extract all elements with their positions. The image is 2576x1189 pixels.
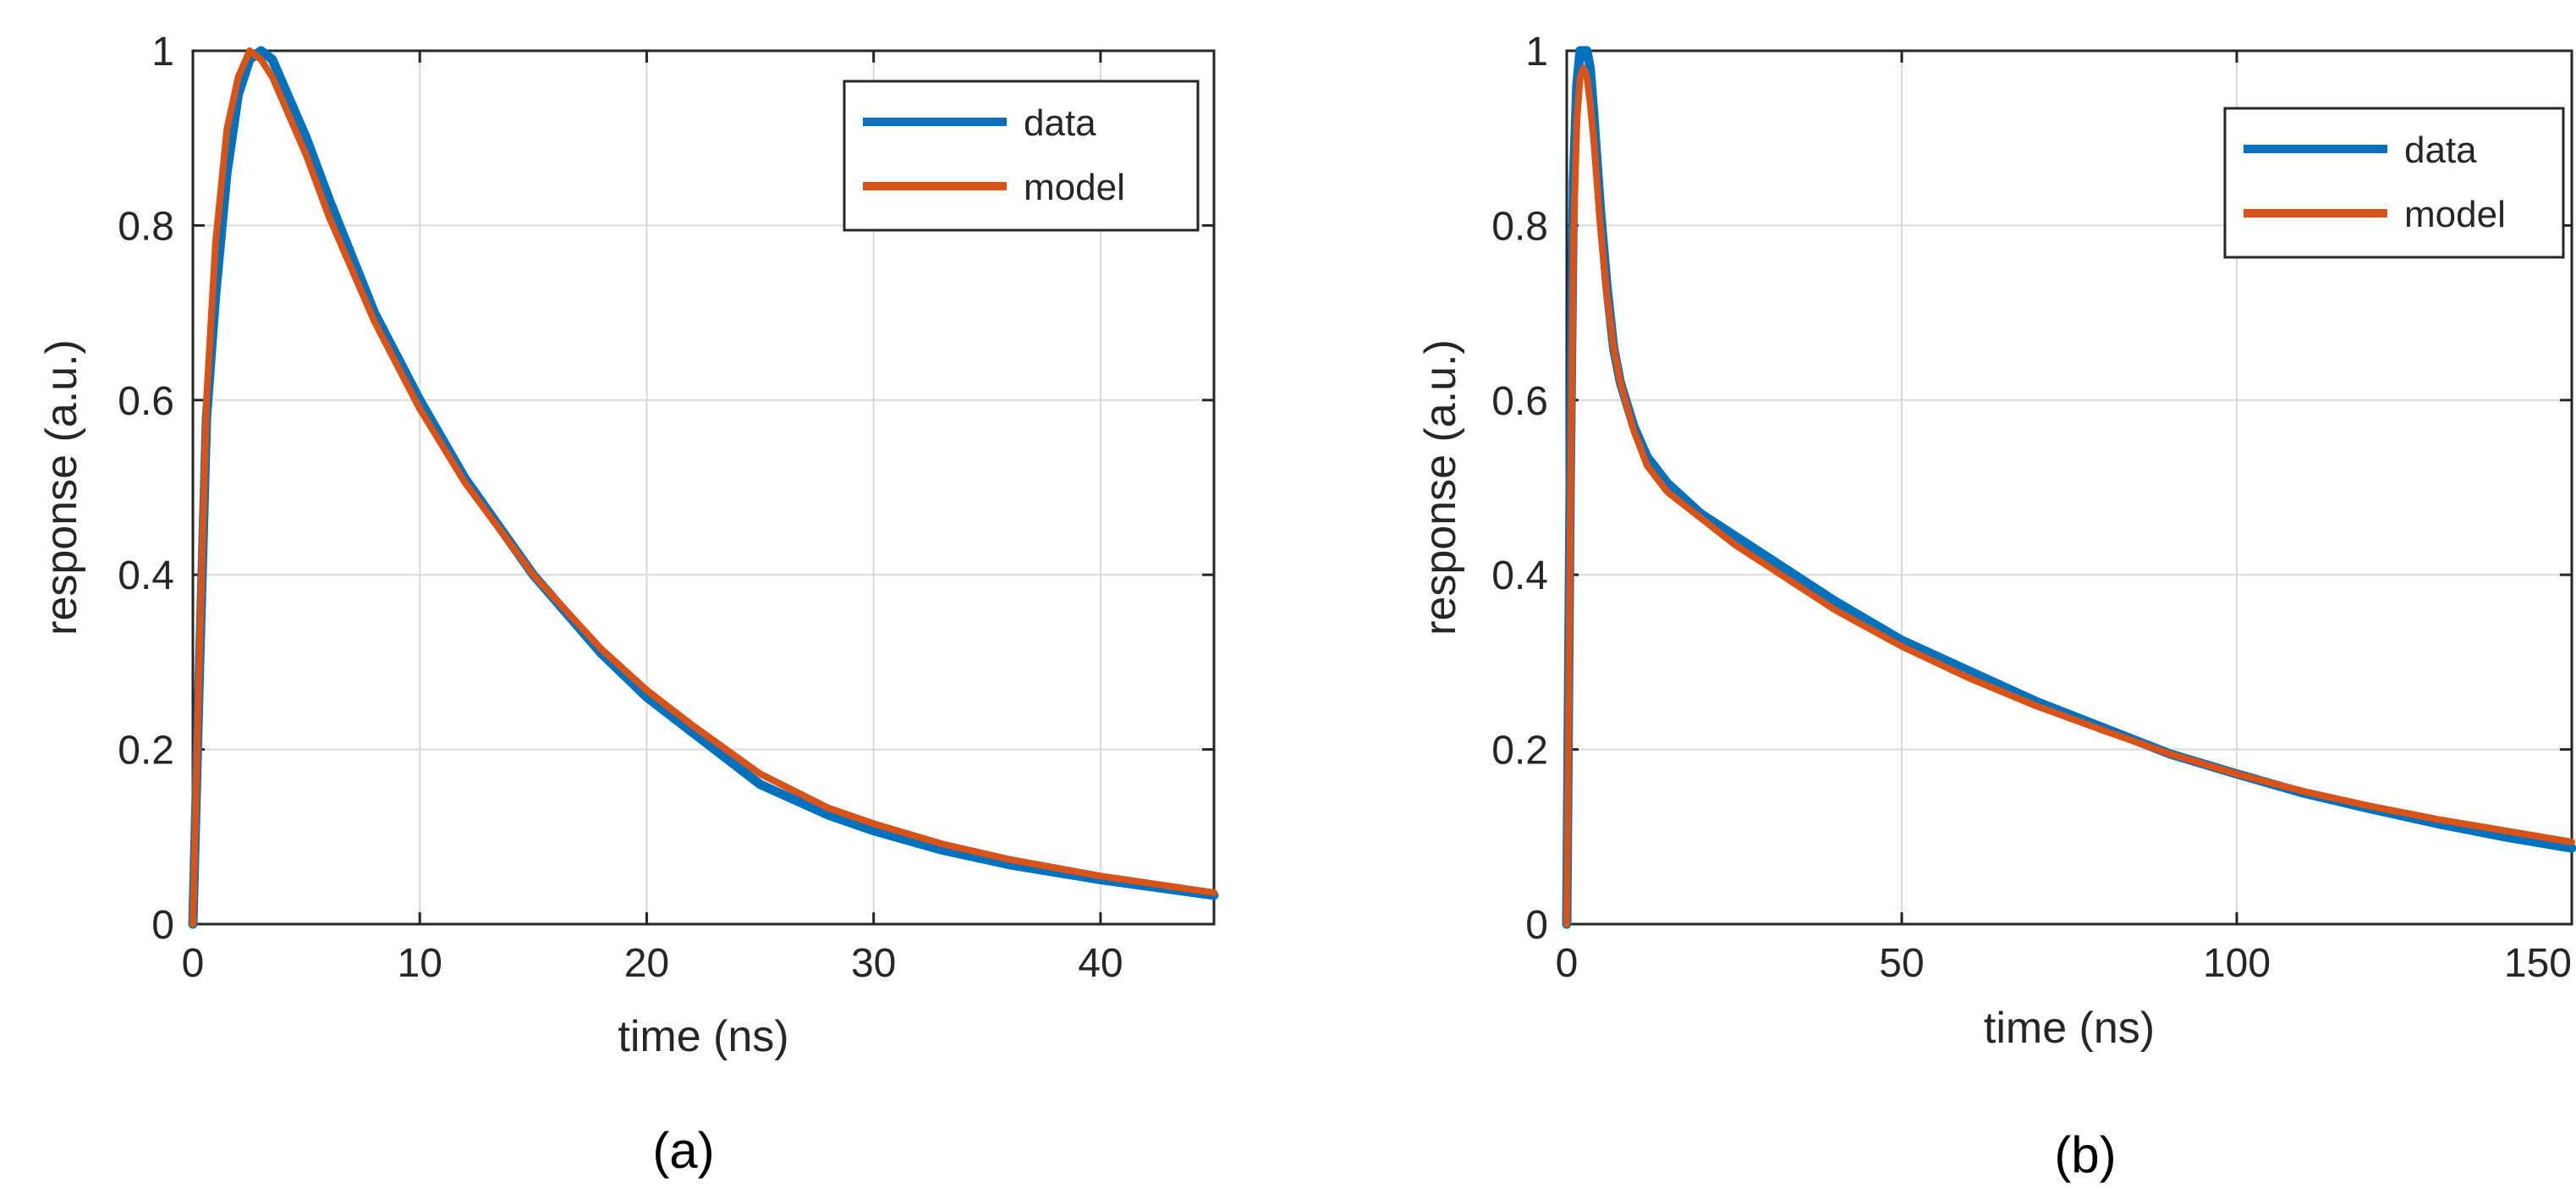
legend-label-model: model xyxy=(1024,167,1125,208)
y-tick-label: 1 xyxy=(151,30,174,74)
x-tick-label: 150 xyxy=(2504,941,2572,986)
caption-a: (a) xyxy=(652,1122,714,1179)
x-tick-label: 0 xyxy=(1556,941,1579,986)
x-tick-label: 100 xyxy=(2203,941,2271,986)
y-tick-label: 0 xyxy=(1525,903,1548,948)
x-tick-label: 10 xyxy=(398,941,442,986)
y-tick-label: 0.2 xyxy=(118,729,174,773)
y-tick-label: 0.6 xyxy=(118,379,174,424)
chart-panel-b: 0 50 100 150 0 0.2 0.4 0.6 0.8 1 time (ns) response… xyxy=(1416,30,2576,1183)
series-line-model xyxy=(1563,64,2575,928)
chart-panel-a: 0 10 20 30 40 0 0.2 0.4 0.6 0.8 1 time (ns) response… xyxy=(37,30,1219,1179)
legend-label-model: model xyxy=(2404,194,2506,235)
caption-b: (b) xyxy=(2054,1126,2116,1183)
y-tick-label: 0.2 xyxy=(1491,729,1548,773)
y-axis-label: response (a.u.) xyxy=(37,339,86,636)
x-axis-label: time (ns) xyxy=(618,1012,788,1061)
y-tick-label: 1 xyxy=(1525,30,1548,74)
x-tick-label: 0 xyxy=(182,941,205,986)
legend-box xyxy=(2223,107,2565,259)
axes-box-a xyxy=(191,49,1216,926)
y-tick-label: 0.6 xyxy=(1491,379,1548,424)
x-tick-label: 40 xyxy=(1078,941,1123,986)
x-tick-label: 50 xyxy=(1879,941,1924,986)
series-line-model xyxy=(189,47,1217,928)
y-tick-label: 0.4 xyxy=(118,553,174,598)
y-tick-label: 0.8 xyxy=(1491,204,1548,249)
legend-label-data: data xyxy=(1024,102,1096,144)
legend-box xyxy=(843,80,1200,232)
y-tick-label: 0 xyxy=(151,903,174,948)
legend-b: data model xyxy=(2223,107,2565,259)
series-line-data xyxy=(188,46,1219,929)
legend-a: data model xyxy=(843,80,1200,232)
y-tick-label: 0.8 xyxy=(118,204,174,249)
y-axis-label: response (a.u.) xyxy=(1416,339,1465,636)
x-axis-label: time (ns) xyxy=(1984,1004,2155,1053)
x-tick-label: 30 xyxy=(851,941,896,986)
legend-label-data: data xyxy=(2404,129,2477,171)
x-tick-label: 20 xyxy=(624,941,669,986)
y-tick-label: 0.4 xyxy=(1491,553,1548,598)
